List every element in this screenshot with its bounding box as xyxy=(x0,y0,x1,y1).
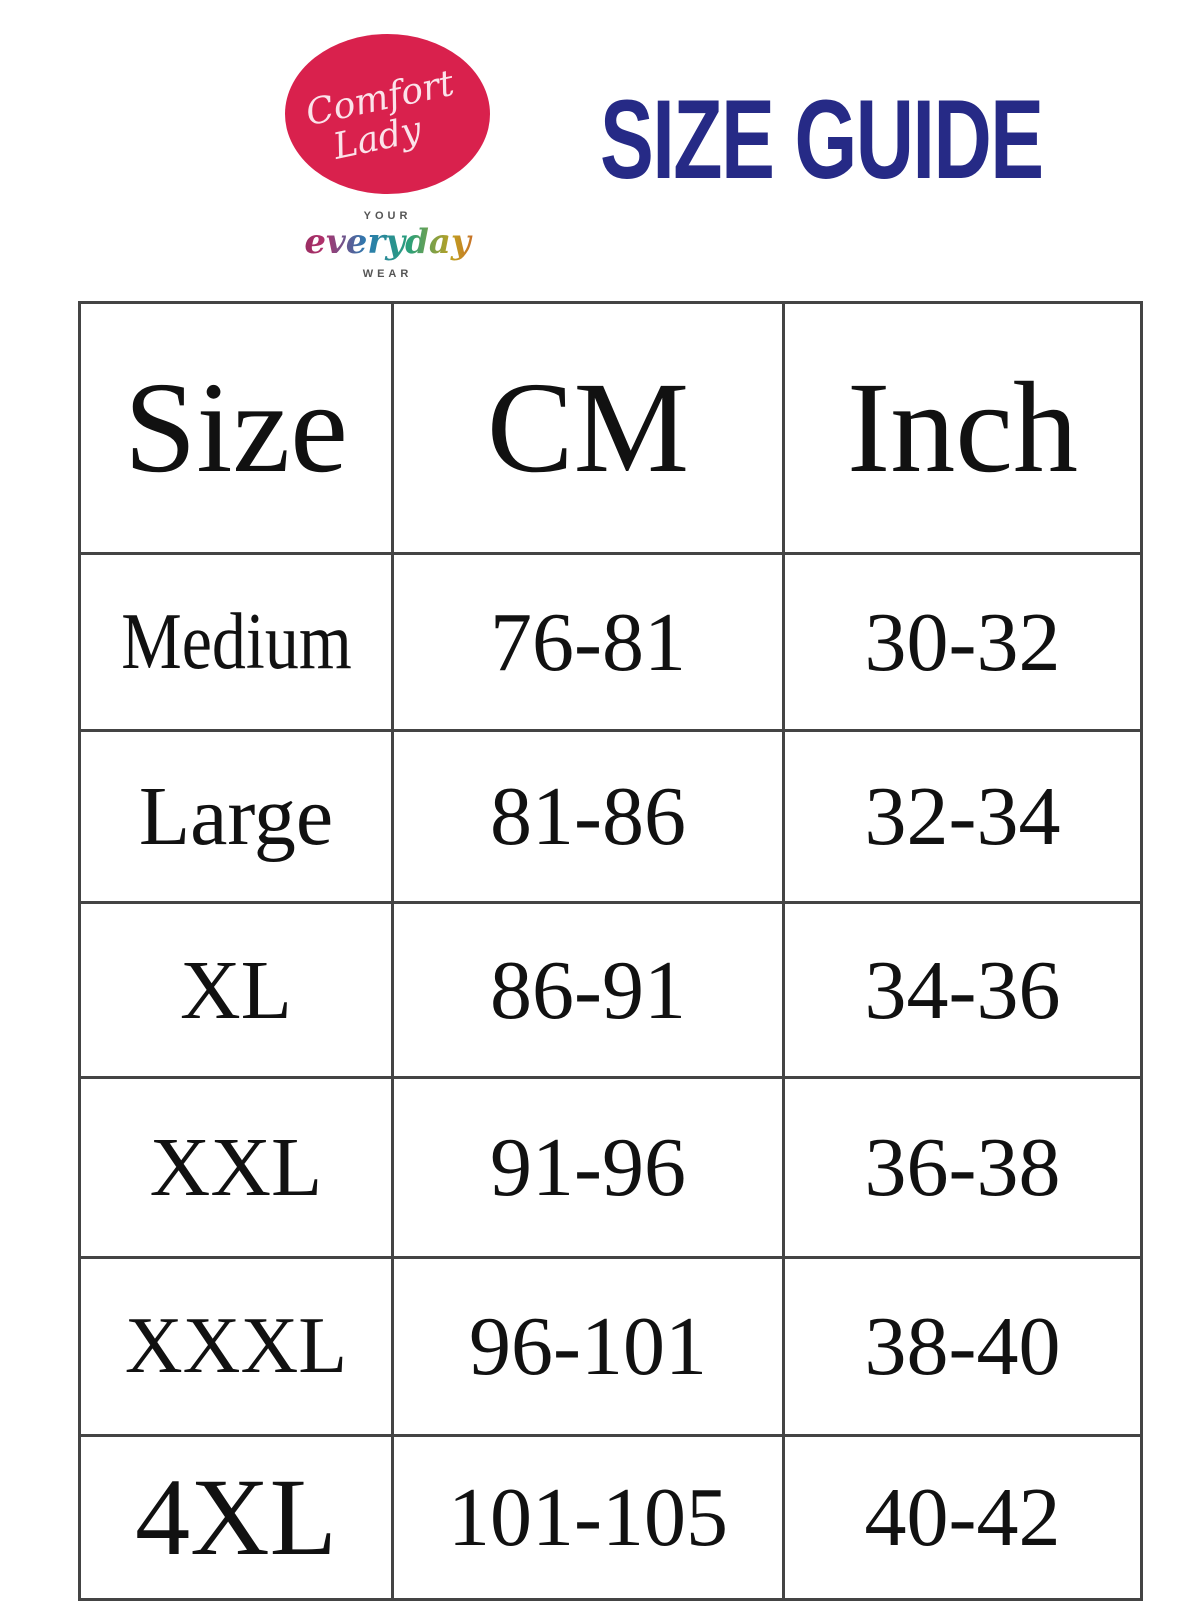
table-row: Large 81-86 32-34 xyxy=(78,729,1143,904)
inch-cell: 40-42 xyxy=(782,1434,1143,1601)
header-cell: Size xyxy=(78,301,394,555)
tagline-bottom: WEAR xyxy=(362,268,413,280)
cm-cell: 96-101 xyxy=(391,1256,785,1437)
cm-cell: 76-81 xyxy=(391,552,785,732)
table-row: XXL 91-96 36-38 xyxy=(78,1076,1143,1259)
inch-cell: 32-34 xyxy=(782,729,1143,904)
table-row: XXXL 96-101 38-40 xyxy=(78,1256,1143,1437)
size-cell: XL xyxy=(78,901,394,1079)
inch-cell: 36-38 xyxy=(782,1076,1143,1259)
size-cell: Large xyxy=(78,729,394,904)
size-cell: XXL xyxy=(78,1076,394,1259)
tagline-main: everyday xyxy=(280,222,495,262)
size-table: Size CM Inch Medium 76-81 30-32 Large 81… xyxy=(78,301,1143,1601)
size-cell: 4XL xyxy=(78,1434,394,1601)
cm-cell: 81-86 xyxy=(391,729,785,904)
cm-cell: 91-96 xyxy=(391,1076,785,1259)
inch-cell: 38-40 xyxy=(782,1256,1143,1437)
size-cell: Medium xyxy=(101,552,371,732)
table-row: 4XL 101-105 40-42 xyxy=(78,1434,1143,1601)
brand-logo: Comfort Lady xyxy=(285,34,490,194)
cm-cell: 86-91 xyxy=(391,901,785,1079)
page-title: SIZE GUIDE xyxy=(600,77,1044,202)
header-cell: Inch xyxy=(782,301,1143,555)
inch-cell: 30-32 xyxy=(782,552,1143,732)
cm-cell: 101-105 xyxy=(391,1434,785,1601)
tagline-top: YOUR xyxy=(363,210,412,222)
table-row: Medium 76-81 30-32 xyxy=(80,552,1143,732)
size-cell: XXXL xyxy=(78,1256,394,1437)
inch-cell: 34-36 xyxy=(782,901,1143,1079)
table-header: Size CM Inch xyxy=(78,301,1143,555)
header-cell: CM xyxy=(391,301,785,555)
table-row: XL 86-91 34-36 xyxy=(78,901,1143,1079)
